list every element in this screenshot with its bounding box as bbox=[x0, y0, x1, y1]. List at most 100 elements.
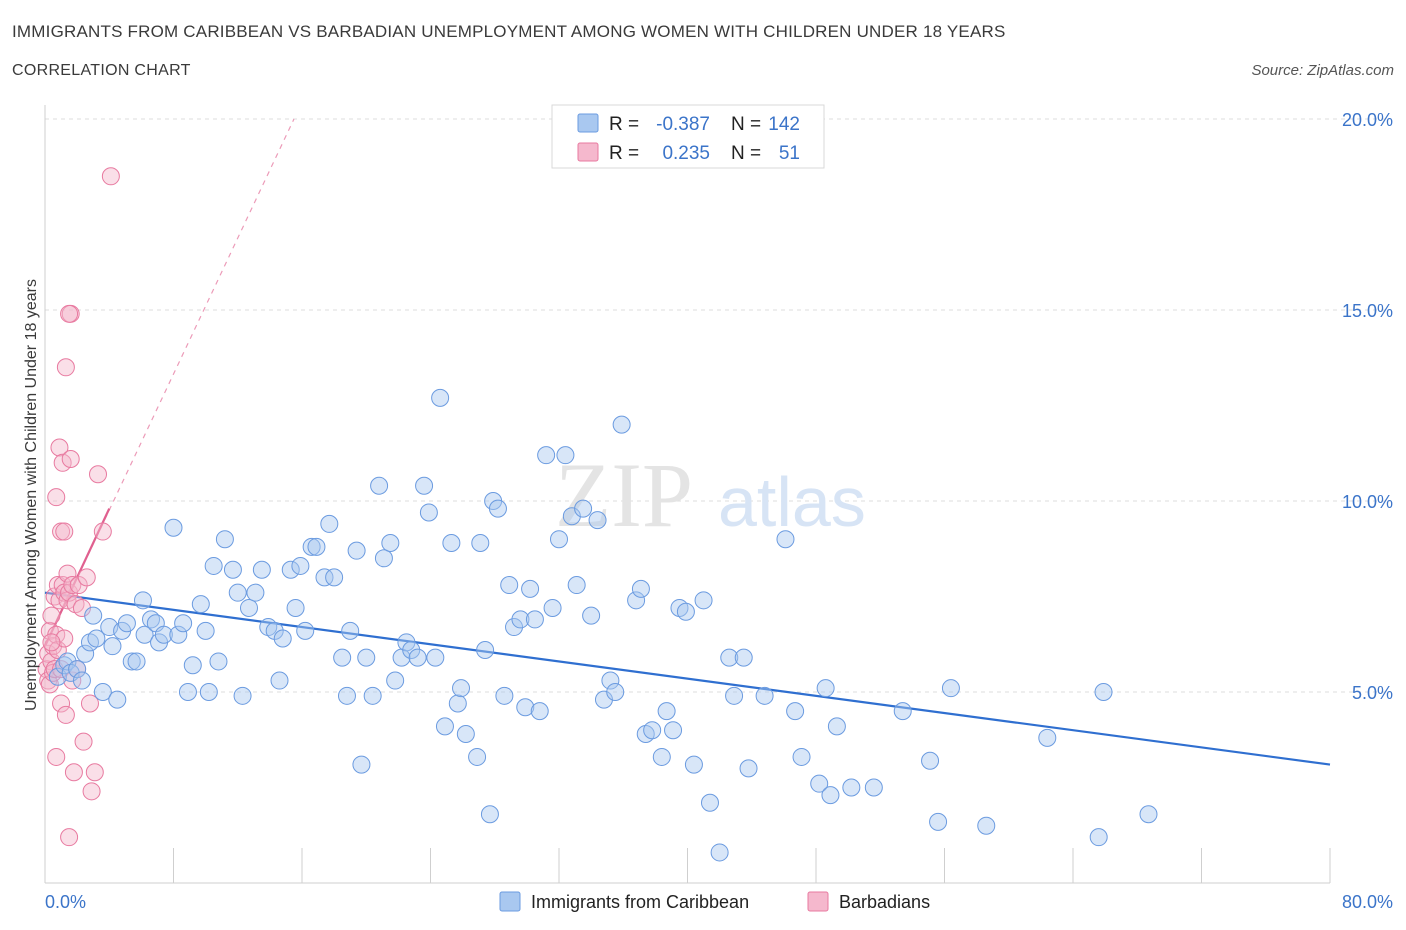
point-barbadians-15 bbox=[48, 640, 67, 659]
point-barbadians-11 bbox=[47, 488, 66, 507]
point-caribbean-60 bbox=[363, 686, 382, 705]
point-caribbean-58 bbox=[352, 755, 371, 774]
point-caribbean-68 bbox=[408, 648, 427, 667]
point-caribbean-109 bbox=[652, 747, 671, 766]
y-tick-label-3: 20.0% bbox=[1342, 110, 1393, 130]
point-caribbean-64 bbox=[386, 671, 405, 690]
point-caribbean-74 bbox=[442, 534, 461, 553]
point-caribbean-38 bbox=[239, 598, 258, 617]
point-caribbean-111 bbox=[664, 721, 683, 740]
point-caribbean-9 bbox=[87, 629, 106, 648]
point-caribbean-40 bbox=[252, 560, 271, 579]
legend-swatch-pink bbox=[577, 142, 599, 162]
point-caribbean-134 bbox=[929, 812, 948, 831]
point-caribbean-46 bbox=[286, 598, 305, 617]
point-caribbean-35 bbox=[223, 560, 242, 579]
legend-r-label-blue: R = bbox=[609, 114, 639, 135]
point-caribbean-86 bbox=[505, 618, 524, 637]
point-caribbean-54 bbox=[333, 648, 352, 667]
point-caribbean-26 bbox=[174, 614, 193, 633]
point-caribbean-32 bbox=[204, 556, 223, 575]
point-caribbean-115 bbox=[694, 591, 713, 610]
point-caribbean-2 bbox=[58, 652, 77, 671]
series-barbadians bbox=[37, 167, 120, 847]
point-caribbean-53 bbox=[325, 568, 344, 587]
legend-r-value-pink: 0.235 bbox=[662, 143, 710, 164]
point-caribbean-98 bbox=[574, 499, 593, 518]
legend-box: R = -0.387 N = 142 R = 0.235 N = 51 bbox=[551, 104, 825, 169]
point-caribbean-116 bbox=[700, 793, 719, 812]
point-caribbean-31 bbox=[199, 683, 218, 701]
x-tick-labels: 0.0% 80.0% bbox=[45, 892, 1393, 912]
point-caribbean-80 bbox=[476, 640, 495, 659]
point-barbadians-36 bbox=[64, 763, 83, 782]
point-caribbean-117 bbox=[710, 843, 729, 862]
legend-n-label-blue: N = bbox=[731, 114, 761, 135]
point-caribbean-15 bbox=[117, 614, 136, 633]
point-caribbean-139 bbox=[1094, 683, 1113, 701]
point-caribbean-114 bbox=[684, 755, 703, 774]
point-caribbean-120 bbox=[734, 648, 753, 667]
point-caribbean-81 bbox=[480, 805, 499, 824]
point-caribbean-85 bbox=[500, 576, 519, 595]
point-caribbean-99 bbox=[582, 606, 601, 625]
point-caribbean-132 bbox=[893, 702, 912, 721]
watermark-atlas: atlas bbox=[718, 463, 866, 541]
y-tick-labels: 5.0% 10.0% 15.0% 20.0% bbox=[1342, 110, 1393, 703]
point-caribbean-70 bbox=[419, 503, 438, 522]
point-barbadians-48 bbox=[101, 167, 120, 186]
point-caribbean-13 bbox=[108, 690, 127, 709]
point-caribbean-93 bbox=[543, 598, 562, 617]
point-barbadians-49 bbox=[60, 304, 79, 323]
legend-n-value-blue: 142 bbox=[768, 114, 800, 135]
point-caribbean-92 bbox=[537, 446, 556, 465]
watermark-zip: ZIP bbox=[555, 444, 693, 546]
point-caribbean-39 bbox=[246, 583, 265, 602]
point-caribbean-25 bbox=[169, 625, 188, 644]
point-caribbean-135 bbox=[941, 679, 960, 698]
point-caribbean-100 bbox=[588, 511, 607, 530]
point-caribbean-19 bbox=[135, 625, 154, 644]
point-barbadians-41 bbox=[74, 732, 93, 751]
bottom-legend-swatch-pink bbox=[807, 891, 829, 912]
point-caribbean-75 bbox=[448, 694, 467, 713]
point-caribbean-4 bbox=[68, 660, 87, 679]
bottom-legend: Immigrants from Caribbean Barbadians bbox=[499, 891, 930, 912]
point-caribbean-95 bbox=[556, 446, 575, 465]
point-caribbean-43 bbox=[270, 671, 289, 690]
point-barbadians-28 bbox=[58, 564, 77, 583]
point-caribbean-17 bbox=[127, 652, 146, 671]
point-caribbean-16 bbox=[122, 652, 141, 671]
point-barbadians-44 bbox=[82, 782, 101, 801]
point-caribbean-122 bbox=[755, 686, 774, 705]
point-barbadians-23 bbox=[55, 522, 74, 541]
x-tick-label-0: 0.0% bbox=[45, 892, 86, 912]
axes bbox=[44, 105, 1331, 884]
point-barbadians-35 bbox=[63, 576, 82, 595]
watermark: ZIP atlas bbox=[555, 444, 866, 546]
point-caribbean-87 bbox=[511, 610, 530, 629]
point-caribbean-108 bbox=[643, 721, 662, 740]
point-barbadians-13 bbox=[47, 747, 66, 766]
point-caribbean-133 bbox=[921, 751, 940, 770]
point-caribbean-110 bbox=[657, 702, 676, 721]
point-barbadians-20 bbox=[52, 694, 71, 713]
legend-n-value-pink: 51 bbox=[779, 143, 800, 164]
trend-lines bbox=[44, 118, 1331, 766]
point-caribbean-61 bbox=[370, 476, 389, 495]
point-caribbean-62 bbox=[374, 549, 393, 568]
legend-r-label-pink: R = bbox=[609, 143, 639, 164]
point-caribbean-23 bbox=[154, 625, 173, 644]
point-caribbean-44 bbox=[273, 629, 292, 648]
point-caribbean-77 bbox=[456, 725, 475, 744]
y-tick-label-2: 15.0% bbox=[1342, 301, 1393, 321]
point-caribbean-123 bbox=[776, 530, 795, 549]
point-barbadians-43 bbox=[80, 694, 99, 713]
point-barbadians-45 bbox=[85, 763, 104, 782]
point-caribbean-104 bbox=[612, 415, 631, 434]
point-caribbean-28 bbox=[183, 656, 202, 675]
point-barbadians-5 bbox=[42, 606, 61, 625]
point-caribbean-47 bbox=[291, 556, 310, 575]
point-caribbean-63 bbox=[381, 534, 400, 553]
point-barbadians-50 bbox=[42, 633, 61, 652]
